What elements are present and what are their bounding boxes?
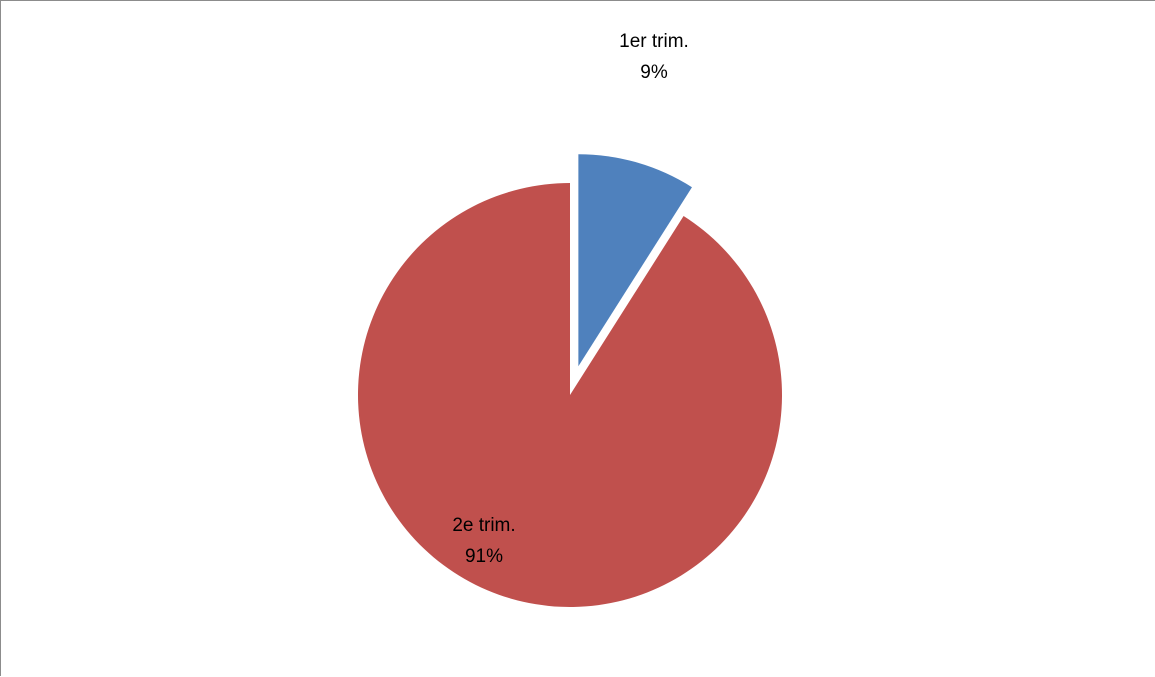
- slice-category-label: 2e trim.: [452, 515, 515, 536]
- pie-labels: 1er trim. 9% 2e trim. 91%: [452, 31, 689, 567]
- slice-percent-label: 9%: [640, 62, 668, 83]
- pie-slices: [357, 154, 782, 607]
- pie-slice-2: [357, 183, 782, 607]
- pie-slice-1: [578, 154, 692, 367]
- slice-percent-label: 91%: [465, 546, 503, 567]
- slice-category-label: 1er trim.: [619, 31, 689, 52]
